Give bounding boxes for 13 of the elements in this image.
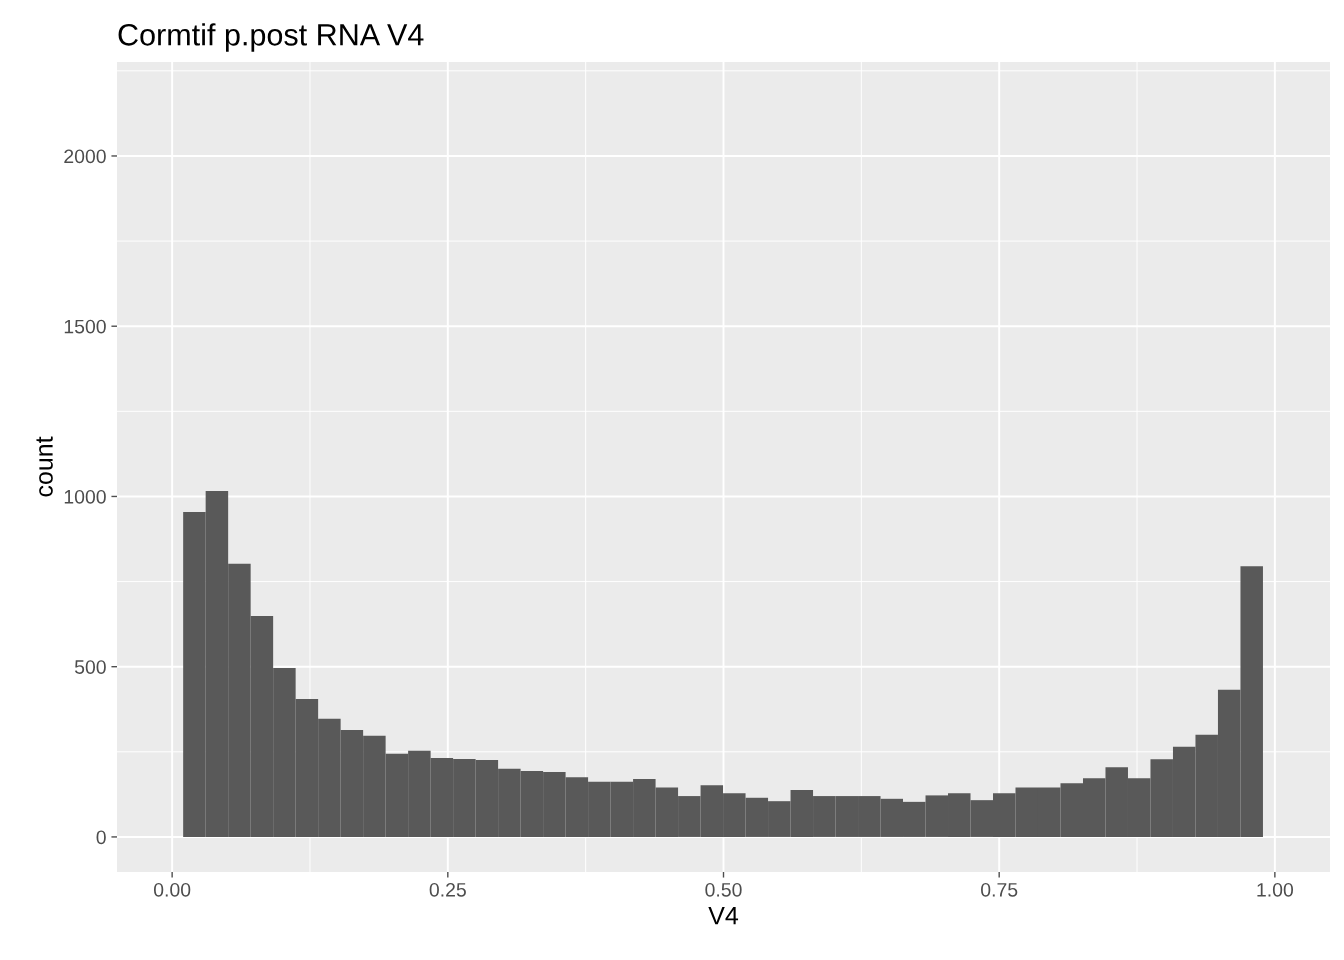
y-tick-label: 2000: [64, 149, 106, 164]
y-tick-label: 1500: [64, 319, 106, 334]
x-tick-label: 0.75: [981, 882, 1018, 897]
x-tick-label: 1.00: [1257, 882, 1294, 897]
x-tick-label: 0.00: [153, 882, 191, 897]
y-axis-title: count: [36, 436, 53, 497]
y-tick-label: 1000: [64, 489, 106, 504]
x-tick-label: 0.25: [429, 882, 466, 897]
x-axis-title: V4: [708, 907, 739, 925]
x-tick-label: 0.50: [705, 882, 742, 897]
y-tick-label: 500: [74, 660, 106, 674]
y-tick-label: 0: [96, 830, 106, 845]
chart-title: Cormtif p.post RNA V4: [118, 23, 424, 52]
